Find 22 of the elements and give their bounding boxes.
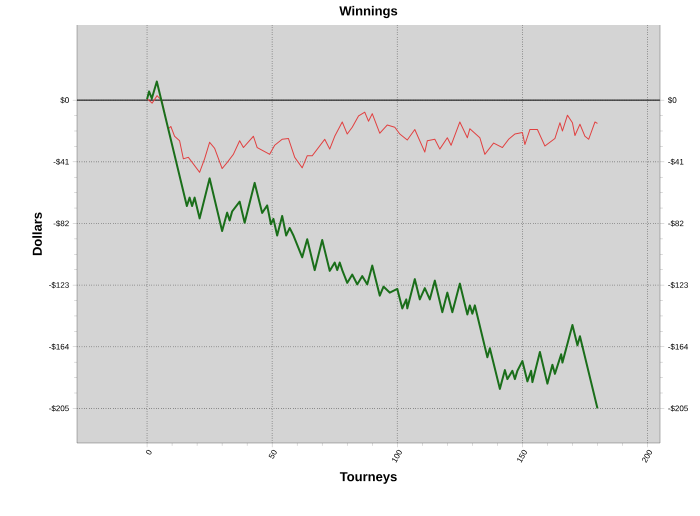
y-tick-label: -$82 <box>54 220 69 227</box>
line-series <box>146 95 598 173</box>
y-tick-label: -$164 <box>49 344 69 350</box>
x-tick-label: 50 <box>268 450 277 459</box>
x-tick-label: 0 <box>146 450 152 455</box>
y2-tick-label: -$41 <box>668 158 684 166</box>
y-tick-label: -$123 <box>49 282 69 288</box>
y-tick-label: -$41 <box>54 158 69 166</box>
y-axis-title: Dollars <box>32 212 42 256</box>
y-tick-label: $0 <box>60 96 69 104</box>
x-tick-label: 150 <box>517 450 527 463</box>
y-tick-label: -$205 <box>49 405 69 412</box>
x-tick-label: 200 <box>642 450 652 463</box>
y2-tick-label: -$205 <box>668 405 688 412</box>
y2-tick-label: -$123 <box>668 282 688 288</box>
y2-tick-label: $0 <box>668 96 676 104</box>
x-axis-title: Tourneys <box>340 472 397 484</box>
y2-tick-label: -$82 <box>668 220 684 227</box>
chart-title: Winnings <box>339 6 398 18</box>
line-series <box>146 80 598 410</box>
y2-tick-label: -$164 <box>668 344 688 350</box>
x-tick-label: 100 <box>392 450 402 463</box>
